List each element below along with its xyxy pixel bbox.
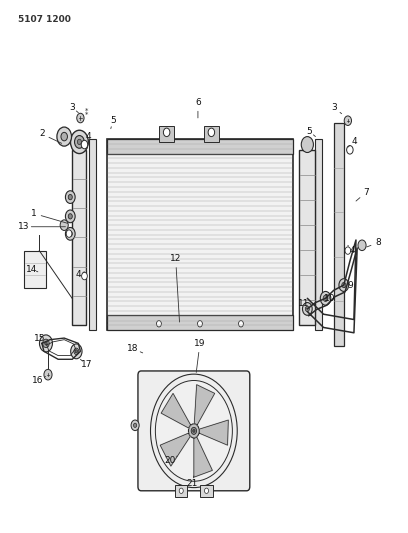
Circle shape bbox=[344, 116, 352, 125]
Polygon shape bbox=[161, 393, 191, 428]
Text: 18: 18 bbox=[127, 344, 139, 353]
Text: 19: 19 bbox=[194, 339, 206, 348]
Circle shape bbox=[320, 292, 331, 305]
Circle shape bbox=[78, 139, 82, 144]
Polygon shape bbox=[194, 385, 215, 425]
Circle shape bbox=[45, 342, 47, 345]
Circle shape bbox=[301, 136, 313, 152]
Bar bbox=[72, 150, 86, 325]
Circle shape bbox=[305, 306, 309, 312]
Text: 4: 4 bbox=[75, 270, 81, 279]
Circle shape bbox=[347, 146, 353, 154]
Text: 15: 15 bbox=[34, 334, 46, 343]
Bar bbox=[204, 126, 219, 142]
Circle shape bbox=[68, 195, 72, 200]
Circle shape bbox=[71, 344, 82, 359]
Text: 4: 4 bbox=[86, 132, 91, 141]
Text: 4: 4 bbox=[351, 138, 357, 147]
Bar bbox=[315, 139, 322, 330]
Bar bbox=[334, 123, 344, 346]
Bar bbox=[24, 251, 46, 288]
Bar bbox=[107, 316, 293, 330]
Circle shape bbox=[61, 132, 67, 141]
Circle shape bbox=[66, 230, 72, 237]
Circle shape bbox=[82, 272, 87, 280]
Polygon shape bbox=[160, 433, 190, 466]
Text: 1: 1 bbox=[31, 209, 37, 218]
Circle shape bbox=[193, 430, 195, 432]
Bar bbox=[107, 139, 293, 154]
Text: 9: 9 bbox=[347, 280, 353, 289]
Circle shape bbox=[68, 231, 72, 237]
Circle shape bbox=[191, 427, 197, 434]
Circle shape bbox=[75, 350, 78, 353]
Text: 5107 1200: 5107 1200 bbox=[18, 14, 71, 23]
Text: 16: 16 bbox=[32, 376, 44, 385]
Text: 12: 12 bbox=[170, 254, 181, 263]
Text: 10: 10 bbox=[324, 294, 335, 303]
Circle shape bbox=[131, 420, 139, 431]
Circle shape bbox=[81, 140, 88, 149]
Polygon shape bbox=[200, 420, 228, 445]
Bar bbox=[299, 150, 315, 325]
Circle shape bbox=[71, 130, 88, 154]
Text: 3: 3 bbox=[331, 103, 337, 112]
Circle shape bbox=[204, 488, 208, 494]
FancyBboxPatch shape bbox=[138, 371, 250, 491]
Circle shape bbox=[133, 423, 137, 427]
Text: 7: 7 bbox=[363, 188, 369, 197]
Bar bbox=[89, 139, 96, 330]
Circle shape bbox=[60, 220, 68, 230]
Circle shape bbox=[155, 381, 233, 481]
Circle shape bbox=[75, 135, 84, 148]
Text: 13: 13 bbox=[18, 222, 29, 231]
Bar bbox=[200, 486, 213, 497]
Circle shape bbox=[179, 488, 183, 494]
Text: 14: 14 bbox=[26, 265, 38, 273]
Bar bbox=[175, 486, 187, 497]
Text: 6: 6 bbox=[195, 98, 201, 107]
Circle shape bbox=[68, 214, 72, 219]
Circle shape bbox=[157, 320, 162, 327]
Circle shape bbox=[65, 228, 75, 240]
Text: 21: 21 bbox=[186, 479, 197, 488]
Circle shape bbox=[65, 191, 75, 204]
Text: 8: 8 bbox=[375, 238, 381, 247]
Circle shape bbox=[77, 114, 84, 123]
Circle shape bbox=[208, 128, 215, 136]
Text: ⁑: ⁑ bbox=[85, 109, 88, 116]
Circle shape bbox=[323, 295, 328, 302]
Circle shape bbox=[40, 335, 53, 352]
Text: 17: 17 bbox=[81, 360, 92, 369]
Text: 2: 2 bbox=[39, 130, 45, 139]
Circle shape bbox=[65, 210, 75, 223]
Circle shape bbox=[239, 320, 244, 327]
Circle shape bbox=[302, 303, 312, 316]
Circle shape bbox=[358, 240, 366, 251]
Bar bbox=[159, 126, 174, 142]
Text: 5: 5 bbox=[306, 127, 312, 136]
Circle shape bbox=[57, 127, 71, 146]
Text: 11: 11 bbox=[297, 299, 309, 308]
Circle shape bbox=[339, 279, 349, 292]
Circle shape bbox=[188, 424, 199, 438]
Circle shape bbox=[43, 339, 49, 348]
Polygon shape bbox=[194, 437, 213, 477]
Circle shape bbox=[74, 348, 79, 354]
Text: 20: 20 bbox=[164, 456, 175, 465]
Circle shape bbox=[44, 369, 52, 380]
Circle shape bbox=[163, 128, 170, 136]
Bar bbox=[107, 139, 293, 330]
Circle shape bbox=[342, 282, 346, 288]
Circle shape bbox=[345, 247, 351, 254]
Text: 5: 5 bbox=[110, 116, 116, 125]
Circle shape bbox=[197, 320, 202, 327]
Text: 4: 4 bbox=[349, 246, 355, 255]
Text: 3: 3 bbox=[69, 103, 75, 112]
